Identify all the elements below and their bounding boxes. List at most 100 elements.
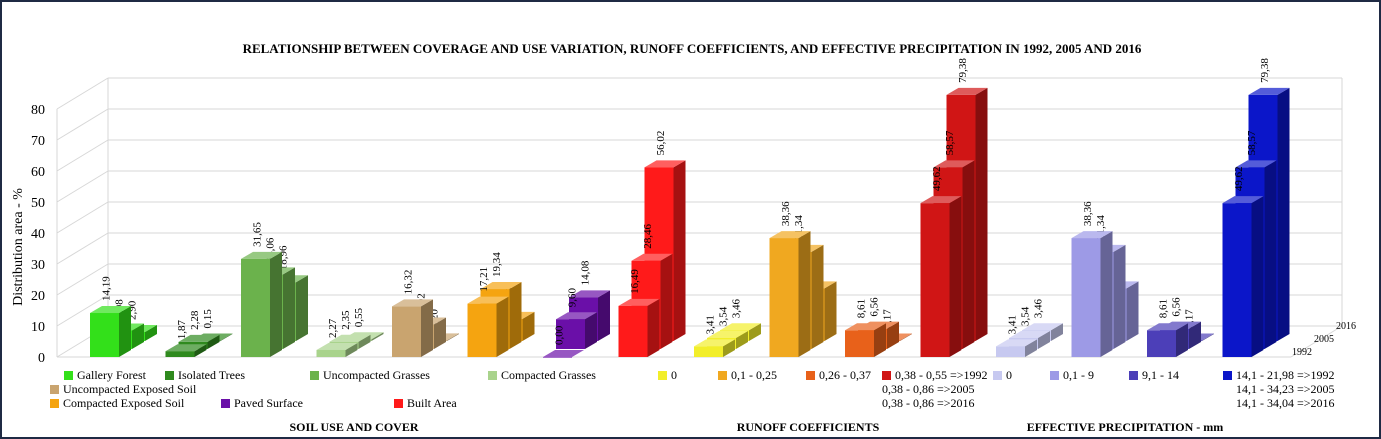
bar-side [496,296,509,357]
y-tick-label: 70 [31,134,45,149]
legend-entry: Isolated Trees [178,368,245,382]
bar-side [975,87,988,341]
legend-swatch [718,371,727,380]
data-label: 8,61 [1158,299,1170,318]
legend-entry: Uncompacted Exposed Soil [63,382,197,396]
legend-note: 14,1 - 34,04 =>2016 [1236,396,1335,410]
data-label: 56,02 [655,131,667,156]
data-label: 79,38 [1259,58,1271,83]
legend-layer: Gallery Forest Isolated Trees Uncompacted … [50,368,1335,434]
data-label: 1,87 [176,319,188,339]
legend-swatch [1223,371,1232,380]
bar-series-0: 38,36 [1071,201,1113,357]
bar-top [1071,231,1113,239]
bar-side [824,281,837,341]
bar-series-0: 3,41 [694,315,735,357]
bar-front [467,303,497,357]
bar-side [798,231,811,357]
y-tick-label: 50 [31,196,45,211]
data-label: 16,49 [629,269,641,294]
bar-side [1038,331,1050,349]
bar-top [480,282,522,290]
bar-top [241,251,282,259]
bar-top [1235,160,1277,168]
legend-swatch [64,371,73,380]
bar-side [1126,281,1139,341]
bar-front [1071,238,1101,357]
legend-entry: 14,1 - 21,98 =>1992 [1236,368,1335,382]
group-title-soil: SOIL USE AND COVER [289,420,418,434]
bar-series-0: 0,00 [543,325,584,358]
data-label: 14,08 [580,260,592,285]
data-label: 49,62 [1233,166,1245,191]
bar-side [119,306,131,357]
bar-front [165,351,195,357]
bar-side [358,334,371,349]
bar-series-0: 2,27 [316,318,358,357]
y-tick-label: 20 [31,289,45,304]
data-label: 8,61 [856,299,868,318]
bar-top [707,331,748,339]
legend-entry: 0,1 - 0,25 [731,368,777,382]
bar-series-0: 16,32 [392,270,433,357]
bar-front [316,349,346,357]
data-label: 3,54 [1020,306,1032,326]
bar-series-0: 14,19 [90,276,131,357]
gridline-diagonal [56,232,109,265]
bar-side [1264,160,1277,349]
bar-top [720,323,761,331]
bar-top [165,344,207,352]
gridline-diagonal [56,294,109,327]
bar-side [1025,339,1037,357]
bar-front [392,306,421,357]
bar-side [145,325,157,341]
data-label: 3,41 [705,315,717,334]
data-label: 3,46 [1033,299,1045,319]
data-label: 49,62 [931,166,943,191]
data-label: 31,65 [252,222,264,247]
bar-top [769,231,811,239]
data-label: 0,55 [353,308,365,328]
data-label: 38,36 [780,201,792,226]
bar-top [618,298,660,306]
bar-side [270,251,282,357]
bar-front [694,346,723,357]
bar-side [962,160,975,349]
bar-top [569,290,610,298]
legend-swatch [1050,371,1059,380]
bar-side [1051,323,1063,341]
legend-entry: Gallery Forest [77,368,147,382]
bar-top [1009,331,1050,339]
bar-side [1277,87,1290,341]
legend-swatch [658,371,667,380]
bar-side [220,333,233,341]
data-label: 2,28 [189,310,201,330]
y-tick-label: 60 [31,165,45,180]
bar-side [1189,321,1201,349]
bar-side [585,312,597,349]
bar-layer: 2,900,1518,960,550,207,1514,0856,023,461… [90,58,1290,358]
data-label: 16,32 [403,270,415,295]
data-label: 0,15 [202,309,214,329]
gridline-diagonal [56,170,109,203]
bar-side [749,323,761,341]
data-label: 58,57 [1246,130,1258,155]
bar-side [598,290,610,341]
bar-side [1113,244,1126,349]
data-label: 79,38 [957,58,969,83]
y-tick-label: 40 [31,227,45,242]
legend-swatch [50,399,59,408]
bar-side [887,321,899,349]
bar-top [556,312,597,320]
bar-top [644,160,686,168]
bar-top [933,160,975,168]
bar-side [1176,323,1188,357]
bar-top [178,334,220,342]
bar-front [769,238,799,357]
y-tick-label: 80 [31,103,45,118]
bar-series-0: 3,41 [996,315,1037,357]
data-label: 2,27 [327,318,339,338]
legend-note: 0,38 - 0,86 =>2005 [882,382,975,396]
bar-top [1022,323,1063,331]
